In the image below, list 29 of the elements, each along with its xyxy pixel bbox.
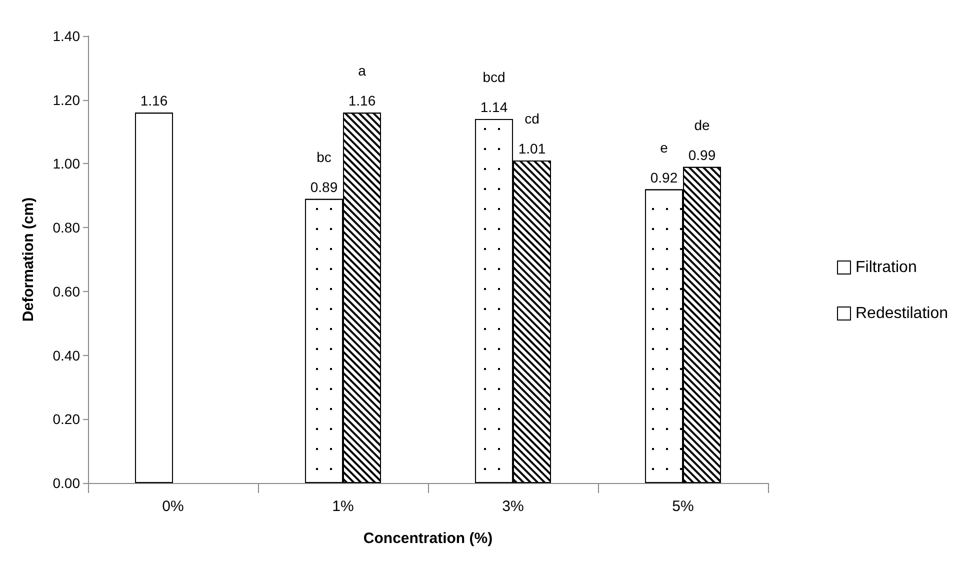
text: 0.40 [52,347,80,364]
annotation: e [660,139,668,156]
text: 0.60 [52,283,80,300]
text: 1.40 [52,28,80,44]
x-tick-label: 1% [332,498,354,515]
x-axis-title: Concentration (%) [363,530,493,547]
text: 1.20 [52,92,80,108]
annotation: cd [524,110,540,127]
annotation: de [694,116,710,133]
data-label: 1.14 [480,99,508,116]
data-label: 0.92 [650,169,678,186]
data-label: 1.16 [348,92,376,109]
legend-label: Filtration [856,259,917,276]
data-label: 1.01 [518,140,546,157]
data-label: 0.89 [310,178,338,195]
text: 0.80 [52,220,80,236]
annotation: bc [316,148,332,165]
text: 0.00 [52,475,80,491]
x-tick-label: 0% [162,498,184,515]
data-label: 1.16 [140,92,168,109]
text: 1.00 [52,156,80,172]
x-tick-label: 3% [502,498,524,515]
x-tick-label: 5% [672,498,694,515]
annotation: a [358,62,366,79]
data-label: 0.99 [688,146,716,163]
y-axis-title: Deformation (cm) [20,197,37,322]
text: 0.20 [52,411,80,428]
annotation: bcd [482,69,506,86]
legend-label: Redestilation [856,305,948,322]
